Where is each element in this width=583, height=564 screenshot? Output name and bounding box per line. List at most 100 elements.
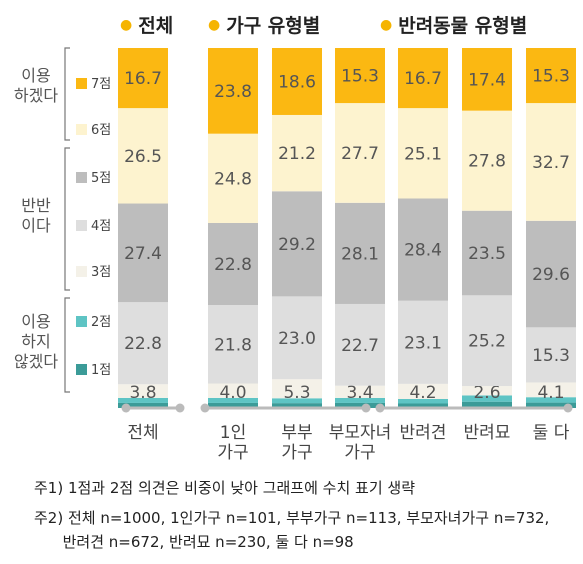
bar-segment-6 xyxy=(272,114,322,192)
category-label: 1인 xyxy=(220,423,246,443)
data-label: 27.4 xyxy=(124,244,162,264)
bar-segment-2 xyxy=(272,398,322,404)
data-label: 25.1 xyxy=(404,144,442,164)
stacked-bar-chart: 3.8 22.8 27.4 26.5 16.7 전체 4.0 21.8 22.8 24.8 23.8… xyxy=(64,47,576,463)
bar-segment-6 xyxy=(335,103,385,203)
legend-item: 3점 xyxy=(76,266,111,280)
data-label: 28.1 xyxy=(341,244,379,264)
bar-segment-6 xyxy=(462,110,512,211)
data-label: 4.0 xyxy=(219,383,246,403)
data-label: 16.7 xyxy=(404,69,442,89)
data-label: 3.4 xyxy=(346,383,373,403)
data-label: 29.2 xyxy=(278,235,316,255)
bar-segment-5 xyxy=(118,203,168,303)
data-label: 18.6 xyxy=(278,72,316,92)
category-label: 전체 xyxy=(127,423,158,443)
category-label: 가구 xyxy=(344,443,375,463)
category-label: 반려묘 xyxy=(464,423,511,443)
bar-segment-7 xyxy=(462,48,512,111)
bar-segment-6 xyxy=(526,103,576,221)
data-label: 26.5 xyxy=(124,147,162,167)
legend-item: 6점 xyxy=(76,124,111,138)
bar-segment-7 xyxy=(398,48,448,109)
legend-label: 4점 xyxy=(91,219,112,234)
bar-segment-2 xyxy=(462,395,512,402)
bar-segment-3 xyxy=(208,383,258,398)
axis-end-dot xyxy=(175,403,185,413)
bar-segment-2 xyxy=(335,397,385,403)
data-label: 15.3 xyxy=(341,67,379,87)
bar-segment-6 xyxy=(208,133,258,223)
bar-segment-7 xyxy=(118,48,168,109)
legend-item: 5점 xyxy=(76,172,111,186)
bar-segment-1 xyxy=(462,401,512,408)
axis-end-dot xyxy=(563,403,573,413)
bar-segment-1 xyxy=(526,402,576,408)
bar-segment-6 xyxy=(398,108,448,199)
bar-segment-4 xyxy=(335,303,385,386)
legend-label: 3점 xyxy=(91,265,112,280)
data-label: 21.8 xyxy=(214,335,252,355)
bar-segment-1 xyxy=(118,402,168,408)
data-label: 3.8 xyxy=(129,383,156,403)
legend-item: 7점 xyxy=(76,78,111,92)
bullet-icon: ● xyxy=(120,17,133,33)
group-label: 이용 하겠다 xyxy=(13,66,59,105)
data-label: 22.8 xyxy=(214,255,252,275)
category-label: 가구 xyxy=(281,443,312,463)
bar-segment-7 xyxy=(335,48,385,104)
bar-segment-5 xyxy=(335,202,385,304)
bar-segment-1 xyxy=(208,402,258,408)
category-label: 반려견 xyxy=(400,423,447,443)
footnote-2: 주2) 전체 n=1000, 1인가구 n=101, 부부가구 n=113, 부… xyxy=(34,509,550,527)
category-label: 부모자녀 xyxy=(329,423,392,443)
bar-segment-2 xyxy=(208,397,258,403)
axis-end-dot xyxy=(121,403,131,413)
data-label: 27.7 xyxy=(341,144,379,164)
footnote-1: 주1) 1점과 2점 의견은 비중이 낮아 그래프에 수치 표기 생략 xyxy=(34,479,415,497)
bullet-icon: ● xyxy=(208,17,221,33)
bar-segment-4 xyxy=(208,305,258,384)
legend-label: 2점 xyxy=(91,315,112,330)
bar-segment-5 xyxy=(208,222,258,306)
bar-segment-7 xyxy=(272,48,322,115)
data-label: 28.4 xyxy=(404,241,442,261)
legend-item: 4점 xyxy=(76,220,111,234)
bar-segment-4 xyxy=(118,302,168,385)
bar-segment-2 xyxy=(526,397,576,403)
bar-segment-1 xyxy=(335,402,385,408)
axis-end-dot xyxy=(200,403,210,413)
data-label: 2.6 xyxy=(473,383,500,403)
category-label: 둘 다 xyxy=(533,423,570,443)
data-label: 4.2 xyxy=(409,383,436,403)
data-label: 22.7 xyxy=(341,336,379,356)
data-label: 27.8 xyxy=(468,152,506,172)
data-label: 24.8 xyxy=(214,169,252,189)
data-label: 32.7 xyxy=(532,153,570,173)
bullet-icon: ● xyxy=(380,17,393,33)
legend-swatch xyxy=(76,172,87,183)
category-label: 부부 xyxy=(281,423,312,443)
bar-segment-4 xyxy=(272,296,322,380)
legend-label: 5점 xyxy=(91,171,112,186)
data-label: 22.8 xyxy=(124,334,162,354)
axis-end-dot xyxy=(361,403,371,413)
bar-segment-3 xyxy=(526,382,576,398)
bar-segment-1 xyxy=(398,403,448,408)
data-label: 16.7 xyxy=(124,69,162,89)
group-label: 반반 이다 xyxy=(21,196,51,235)
group-bracket xyxy=(64,47,70,141)
data-label: 29.6 xyxy=(532,265,570,285)
bar-segment-4 xyxy=(526,327,576,383)
bar-segment-1 xyxy=(272,403,322,408)
legend-swatch xyxy=(76,124,87,135)
legend-swatch xyxy=(76,316,87,327)
bar-segment-4 xyxy=(398,300,448,384)
data-label: 15.3 xyxy=(532,346,570,366)
footnote-3: 반려견 n=672, 반려묘 n=230, 둘 다 n=98 xyxy=(34,533,354,551)
bar-segment-5 xyxy=(462,210,512,296)
legend-item: 2점 xyxy=(76,316,111,330)
data-label: 23.0 xyxy=(278,329,316,349)
bar-segment-2 xyxy=(118,397,168,403)
bar-segment-7 xyxy=(208,48,258,134)
